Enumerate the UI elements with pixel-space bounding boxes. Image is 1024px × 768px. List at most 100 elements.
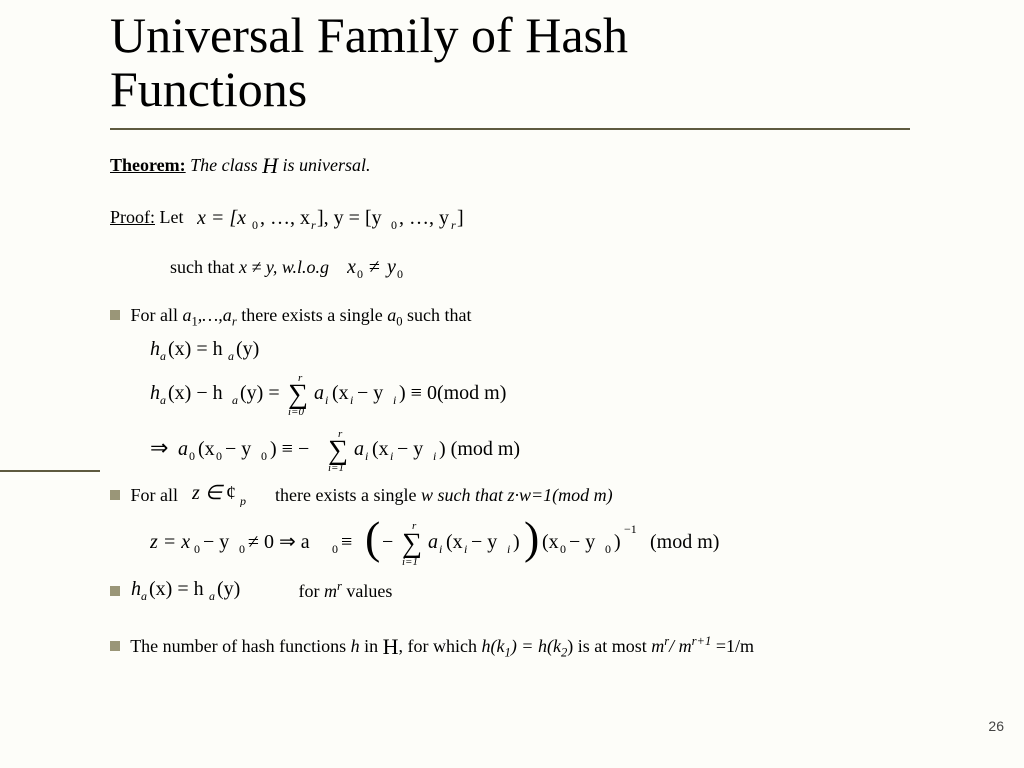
svg-text:(x: (x [332, 382, 349, 404]
math-haxy: h a (x) = h a (y) [150, 337, 310, 363]
svg-text:i: i [433, 449, 436, 463]
svg-text:r: r [311, 218, 316, 232]
bullet4-eq1: h(k [482, 636, 505, 656]
svg-text:i: i [393, 393, 396, 407]
svg-text:a: a [141, 589, 147, 603]
xney: x ≠ y, w.l.o.g [239, 257, 329, 277]
bullet4-h: h [351, 636, 360, 656]
svg-text:i: i [464, 542, 467, 556]
math-xy-def: x = [x 0 , …, x r ], y = [y 0 , …, y r ] [197, 206, 517, 232]
svg-text:, …, y: , …, y [399, 207, 449, 229]
svg-text:0: 0 [252, 218, 258, 232]
svg-text:− y: − y [569, 531, 595, 553]
svg-text:(x: (x [542, 531, 559, 553]
svg-text:(y) =: (y) = [240, 382, 280, 404]
body-content: Theorem: The class H is universal. Proof… [110, 146, 1010, 667]
svg-text:0: 0 [605, 542, 611, 556]
title-line-2: Functions [110, 61, 307, 117]
svg-text:i: i [507, 542, 510, 556]
svg-text:): ) [513, 531, 520, 553]
svg-text:i: i [390, 449, 393, 463]
math-z-in-zp: z ∈ ¢ p [192, 481, 262, 507]
svg-text:) ≡ 0(mod m): ) ≡ 0(mod m) [399, 382, 506, 404]
bullet1-pre: For all [131, 305, 179, 325]
eq-implies-a0: ⇒ a 0 (x 0 − y 0 ) ≡ − r ∑ i=1 a i (x i … [150, 423, 1010, 475]
page-number: 26 [988, 718, 1004, 734]
svg-text:i: i [365, 449, 368, 463]
title-line-1: Universal Family of Hash [110, 7, 628, 63]
bullet-3: h a (x) = h a (y) for mr values [110, 577, 1010, 603]
svg-text:a: a [314, 382, 324, 404]
math-implies-a0: ⇒ a 0 (x 0 − y 0 ) ≡ − r ∑ i=1 a i (x i … [150, 423, 710, 475]
svg-text:h: h [131, 578, 141, 600]
svg-text:, …, x: , …, x [260, 207, 310, 229]
svg-text:x = [x: x = [x [197, 207, 246, 229]
svg-text:(x) − h: (x) − h [168, 382, 223, 404]
svg-text:(y): (y) [236, 338, 259, 360]
svg-text:≡: ≡ [341, 531, 352, 553]
bullet1-end: such that [407, 305, 472, 325]
svg-text:a: a [209, 589, 215, 603]
svg-text:− y: − y [357, 382, 383, 404]
class-h-symbol-2: H [383, 633, 399, 661]
bullet4-mid: , for which [399, 636, 477, 656]
math-sum-zero: h a (x) − h a (y) = r ∑ i=0 a i (x i − y… [150, 369, 620, 417]
svg-text:y: y [385, 256, 396, 278]
such-that: such that [170, 257, 235, 277]
title-underline [110, 128, 910, 130]
page-title: Universal Family of Hash Functions [110, 8, 628, 116]
svg-text:i: i [439, 542, 442, 556]
svg-text:0: 0 [239, 542, 245, 556]
eq-z-def: z = x 0 − y 0 ≠ 0 ⇒ a 0 ≡ ( − r ∑ i=1 a … [150, 513, 1010, 571]
svg-text:) ≡ −: ) ≡ − [270, 438, 309, 460]
bullet-2: For all z ∈ ¢ p there exists a single w … [110, 481, 1010, 507]
svg-text:(x) = h: (x) = h [149, 578, 204, 600]
svg-text:i=1: i=1 [402, 556, 418, 568]
svg-text:0: 0 [397, 267, 403, 280]
svg-text:⇒: ⇒ [150, 435, 168, 460]
theorem-label: Theorem: [110, 155, 186, 175]
svg-text:a: a [232, 393, 238, 407]
svg-text:z ∈: z ∈ [192, 482, 225, 504]
svg-text:(mod m): (mod m) [650, 531, 719, 553]
svg-text:− y: − y [471, 531, 497, 553]
svg-text:−: − [382, 531, 393, 553]
bullet-icon [110, 641, 120, 651]
svg-text:− y: − y [203, 531, 229, 553]
bullet2-mid: there exists a single [275, 485, 416, 505]
svg-text:∑: ∑ [402, 528, 422, 559]
svg-text:): ) [614, 531, 621, 553]
svg-text:a: a [178, 438, 188, 460]
svg-text:], y = [y: ], y = [y [317, 207, 382, 229]
theorem-text-2: is universal. [283, 155, 371, 175]
svg-text:0: 0 [194, 542, 200, 556]
bullet4-eq3: ) is at most [567, 636, 647, 656]
svg-text:− y: − y [397, 438, 423, 460]
theorem-text-1: The class [190, 155, 258, 175]
svg-text:0: 0 [189, 449, 195, 463]
side-rule [0, 470, 100, 472]
svg-text:a: a [354, 438, 364, 460]
svg-text:0: 0 [391, 218, 397, 232]
math-x0-ne-y0: x 0 ≠ y 0 [347, 256, 427, 280]
svg-text:i: i [350, 393, 353, 407]
svg-text:r: r [451, 218, 456, 232]
bullet4-in: in [364, 636, 378, 656]
bullet2-pre: For all [131, 485, 179, 505]
svg-text:a: a [160, 349, 166, 363]
svg-text:(y): (y) [217, 578, 240, 600]
svg-text:h: h [150, 382, 160, 404]
svg-text:0: 0 [261, 449, 267, 463]
proof-let-line: Proof: Let x = [x 0 , …, x r ], y = [y 0… [110, 206, 1010, 232]
math-haxy-2: h a (x) = h a (y) [131, 577, 281, 603]
svg-text:0: 0 [332, 542, 338, 556]
bullet-4: The number of hash functions h in H, for… [110, 633, 1010, 661]
svg-text:) (mod m): ) (mod m) [439, 438, 520, 460]
svg-text:−1: −1 [624, 522, 637, 536]
svg-text:h: h [150, 338, 160, 360]
proof-label: Proof: [110, 207, 155, 227]
svg-text:≠: ≠ [369, 256, 380, 278]
proof-let: Let [160, 207, 184, 227]
svg-text:¢: ¢ [226, 482, 236, 504]
svg-text:a: a [160, 393, 166, 407]
